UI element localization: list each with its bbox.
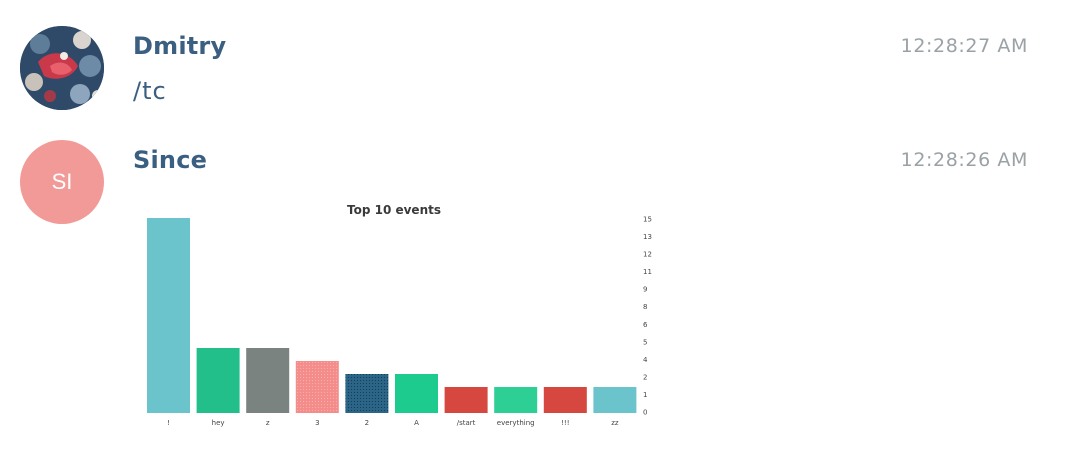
sender-name[interactable]: Dmitry xyxy=(133,32,227,60)
bar-4[interactable] xyxy=(295,361,339,413)
y-tick-label: 5 xyxy=(643,338,647,346)
y-tick-label: 15 xyxy=(643,216,652,224)
bar-9[interactable] xyxy=(543,387,587,413)
avatar-initials: SI xyxy=(51,169,73,194)
category-label: hey xyxy=(212,419,225,427)
category-label: A xyxy=(414,419,419,427)
category-label: 3 xyxy=(315,419,319,427)
bar-10[interactable] xyxy=(593,387,637,413)
avatar-photo-image xyxy=(20,26,104,110)
bar-1[interactable] xyxy=(147,218,190,413)
y-tick-label: 0 xyxy=(643,409,647,417)
y-tick-label: 1 xyxy=(643,391,647,399)
bar-3[interactable] xyxy=(246,348,290,413)
message-text: /tc xyxy=(133,77,167,105)
y-tick-label: 2 xyxy=(643,373,647,381)
timestamp: 12:28:27 AM xyxy=(900,35,1028,57)
y-tick-label: 13 xyxy=(643,233,652,241)
category-label: ! xyxy=(167,419,170,427)
y-tick-label: 8 xyxy=(643,303,647,311)
bar-2[interactable] xyxy=(196,348,240,413)
bar-5[interactable] xyxy=(345,374,389,413)
y-tick-label: 4 xyxy=(643,356,648,364)
bar-chart[interactable]: Top 10 events ! hey z 3 2 A/start everything!!… xyxy=(140,196,660,436)
y-tick-label: 9 xyxy=(643,286,647,294)
sender-name[interactable]: Since xyxy=(133,146,208,174)
timestamp: 12:28:26 AM xyxy=(900,149,1028,171)
y-tick-label: 6 xyxy=(643,321,648,329)
category-label: everything xyxy=(497,419,535,427)
y-tick-label: 12 xyxy=(643,251,652,259)
bar-6[interactable] xyxy=(395,374,438,413)
avatar[interactable]: SI xyxy=(20,140,104,224)
category-label: !!! xyxy=(561,419,569,427)
bar-7[interactable] xyxy=(444,387,488,413)
avatar[interactable] xyxy=(20,26,104,110)
category-label: zz xyxy=(611,419,619,427)
bar-8[interactable] xyxy=(494,387,538,413)
category-label: z xyxy=(266,419,270,427)
chart-title: Top 10 events xyxy=(347,203,441,217)
category-label: /start xyxy=(457,419,476,427)
category-label: 2 xyxy=(365,419,369,427)
y-tick-label: 11 xyxy=(643,268,652,276)
